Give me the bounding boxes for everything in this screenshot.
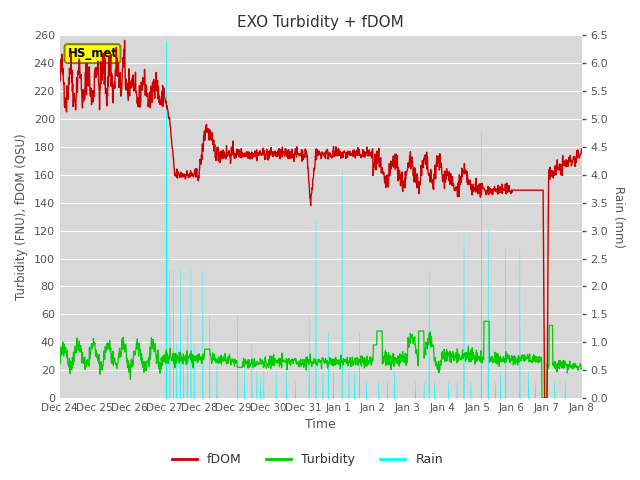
Title: EXO Turbidity + fDOM: EXO Turbidity + fDOM [237,15,404,30]
Text: HS_met: HS_met [67,47,118,60]
Y-axis label: Rain (mm): Rain (mm) [612,186,625,248]
X-axis label: Time: Time [305,419,336,432]
Y-axis label: Turbidity (FNU), fDOM (QSU): Turbidity (FNU), fDOM (QSU) [15,133,28,300]
Legend: fDOM, Turbidity, Rain: fDOM, Turbidity, Rain [166,448,448,471]
